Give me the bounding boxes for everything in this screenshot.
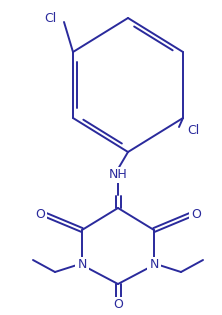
Text: O: O — [113, 299, 123, 312]
Text: Cl: Cl — [187, 124, 199, 138]
Text: O: O — [35, 209, 45, 221]
Text: Cl: Cl — [44, 12, 56, 25]
Text: N: N — [149, 259, 159, 272]
Text: N: N — [77, 259, 87, 272]
Text: O: O — [191, 209, 201, 221]
Text: NH: NH — [109, 169, 127, 181]
